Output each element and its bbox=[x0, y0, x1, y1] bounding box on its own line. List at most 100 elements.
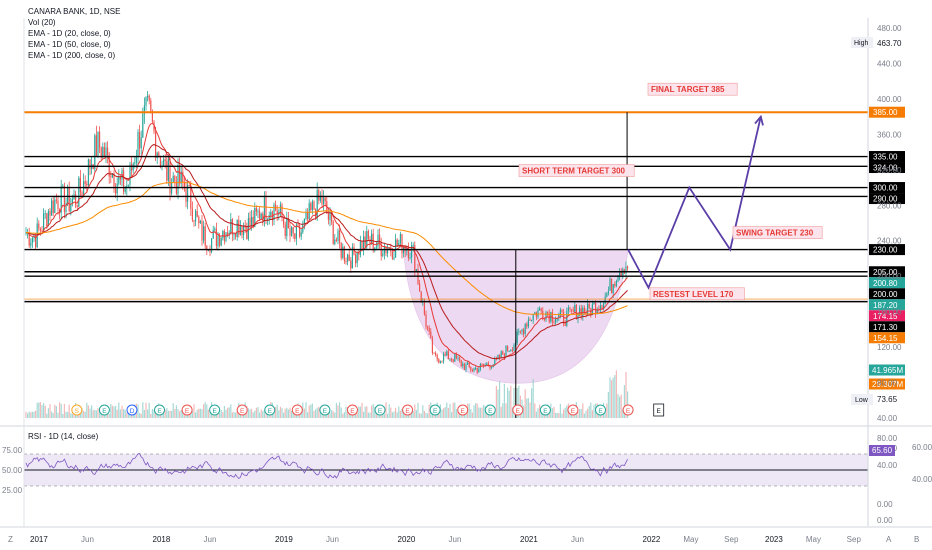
candle-body bbox=[102, 146, 104, 158]
candle-body bbox=[527, 319, 529, 327]
level-price-tag bbox=[869, 332, 905, 344]
volume-bar bbox=[451, 412, 453, 418]
volume-bar bbox=[572, 413, 574, 418]
candle-body bbox=[235, 233, 237, 237]
volume-bar bbox=[342, 413, 344, 418]
volume-bar bbox=[580, 408, 582, 418]
level-price-label: 230.00 bbox=[873, 246, 898, 255]
candle-body bbox=[308, 203, 310, 220]
indicator-ema50[interactable]: EMA - 1D (50, close, 0) bbox=[28, 40, 111, 49]
candle-body bbox=[519, 331, 521, 333]
candle-body bbox=[446, 351, 448, 356]
volume-bar bbox=[447, 407, 449, 418]
candle-body bbox=[38, 223, 40, 229]
candle-body bbox=[396, 239, 398, 246]
level-price-tag bbox=[869, 182, 905, 194]
volume-bar bbox=[318, 406, 320, 418]
volume-bar bbox=[303, 408, 305, 418]
volume-bar bbox=[62, 413, 64, 418]
candle-body bbox=[355, 254, 357, 264]
volume-bar bbox=[171, 410, 173, 418]
volume-bar bbox=[511, 407, 513, 418]
price-tick-label: 280.00 bbox=[877, 201, 902, 210]
time-tick-label: May bbox=[683, 535, 698, 544]
volume-bar bbox=[111, 405, 113, 418]
volume-bar bbox=[143, 410, 145, 418]
candle-body bbox=[555, 319, 557, 323]
volume-bar bbox=[617, 394, 619, 418]
volume-bar bbox=[443, 408, 445, 418]
volume-bar bbox=[531, 388, 533, 418]
log-scale-toggle[interactable]: B bbox=[914, 535, 919, 544]
candle-body bbox=[118, 176, 120, 184]
rsi-right-tick: 80.00 bbox=[877, 434, 898, 443]
volume-bar bbox=[284, 408, 286, 418]
candle-body bbox=[412, 245, 414, 246]
indicator-vol[interactable]: Vol (20) bbox=[28, 18, 56, 27]
candle-body bbox=[393, 257, 395, 259]
volume-bar bbox=[454, 402, 456, 418]
candle-body bbox=[169, 159, 171, 194]
volume-bar bbox=[473, 405, 475, 418]
level-price-tag bbox=[869, 321, 905, 333]
candle-body bbox=[247, 217, 249, 240]
candle-body bbox=[68, 187, 70, 212]
candle-body bbox=[89, 159, 91, 169]
indicator-ema200[interactable]: EMA - 1D (200, close, 0) bbox=[28, 51, 116, 60]
future-event-marker bbox=[653, 403, 665, 417]
volume-bar bbox=[359, 406, 361, 418]
time-tick-label: 2022 bbox=[643, 535, 661, 544]
rsi-value-label: 65.60 bbox=[872, 446, 893, 455]
volume-bar bbox=[588, 405, 590, 418]
volume-bar bbox=[343, 412, 345, 418]
volume-bar bbox=[84, 411, 86, 418]
candle-body bbox=[329, 212, 331, 220]
volume-bar bbox=[460, 413, 462, 418]
indicator-ema20[interactable]: EMA - 1D (20, close, 0) bbox=[28, 29, 111, 38]
time-tick-label: 2019 bbox=[275, 535, 293, 544]
event-marker-label: E bbox=[268, 408, 273, 415]
level-price-label: 171.30 bbox=[873, 323, 898, 332]
volume-bar bbox=[87, 405, 89, 418]
candle-body bbox=[267, 219, 269, 220]
candle-body bbox=[404, 246, 406, 252]
level-price-tag bbox=[869, 151, 905, 163]
candle-body bbox=[243, 225, 245, 235]
candle-body bbox=[471, 370, 473, 372]
level-price-tag bbox=[869, 162, 905, 174]
candle-body bbox=[439, 360, 441, 363]
candle-body bbox=[164, 159, 166, 162]
candle-body bbox=[57, 200, 59, 209]
candle-body bbox=[521, 329, 523, 332]
volume-bar bbox=[492, 413, 494, 418]
volume-bar bbox=[419, 413, 421, 418]
candle-body bbox=[593, 302, 595, 305]
volume-bar bbox=[251, 408, 253, 418]
auto-scale-toggle[interactable]: A bbox=[886, 535, 892, 544]
volume-bar bbox=[183, 412, 185, 418]
candle-body bbox=[476, 367, 478, 373]
candle-body bbox=[287, 218, 289, 229]
candle-body bbox=[502, 351, 504, 355]
candle-body bbox=[567, 307, 569, 312]
annotation-box bbox=[518, 164, 635, 177]
volume-bar bbox=[92, 410, 94, 418]
level-price-tag bbox=[869, 277, 905, 289]
candle-body bbox=[583, 307, 585, 313]
volume-bar bbox=[131, 413, 133, 418]
candle-body bbox=[537, 310, 539, 318]
candle-body bbox=[215, 228, 217, 247]
candle-body bbox=[172, 175, 174, 183]
price-tick-label: 320.00 bbox=[877, 166, 902, 175]
event-marker-label: E bbox=[240, 408, 245, 415]
rsi-right-tick: 40.00 bbox=[877, 461, 898, 470]
zoom-toggle[interactable]: Z bbox=[8, 535, 13, 544]
volume-bar bbox=[126, 412, 128, 418]
price-tick-label: 240.00 bbox=[877, 237, 902, 246]
volume-bar bbox=[441, 409, 443, 418]
candle-body bbox=[470, 366, 472, 371]
volume-bar bbox=[331, 410, 333, 418]
event-marker bbox=[291, 404, 303, 416]
volume-bar bbox=[43, 403, 45, 418]
